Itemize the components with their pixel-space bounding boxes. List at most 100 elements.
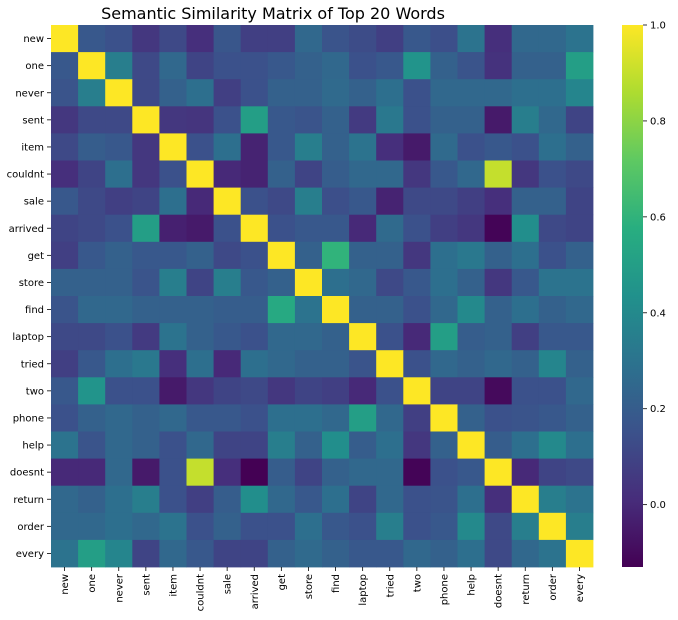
heatmap-cell-laptop-never	[105, 323, 133, 351]
heatmap-cell-arrived-find	[322, 214, 350, 243]
heatmap-cell-sent-one	[78, 106, 106, 134]
heatmap-cell-one-one	[78, 52, 106, 80]
heatmap-cell-get-every	[565, 241, 594, 270]
heatmap-cell-doesnt-one	[78, 458, 106, 487]
x-tick-label: two	[412, 574, 423, 592]
heatmap-cell-one-sale	[213, 52, 242, 80]
heatmap-cell-never-tried	[376, 79, 404, 107]
heatmap-cell-every-one	[78, 539, 106, 568]
heatmap-cell-find-get	[267, 296, 296, 324]
x-tick-label: get	[277, 574, 288, 591]
heatmap-cell-new-arrived	[240, 25, 269, 53]
heatmap-cell-item-arrived	[240, 133, 269, 161]
heatmap-cell-arrived-doesnt	[484, 214, 513, 243]
heatmap-cell-new-never	[105, 25, 133, 53]
heatmap-cell-two-get	[267, 377, 296, 405]
heatmap-cell-doesnt-sale	[213, 458, 242, 487]
heatmap-cell-get-tried	[376, 241, 404, 270]
heatmap-cell-doesnt-doesnt	[484, 458, 513, 487]
heatmap-cell-tried-two	[403, 350, 431, 378]
colorbar-tick-label: 0.6	[650, 212, 666, 223]
heatmap-cell-new-couldnt	[186, 25, 214, 53]
heatmap-cell-help-item	[159, 431, 187, 459]
heatmap-cell-laptop-doesnt	[484, 323, 513, 351]
heatmap-cell-doesnt-laptop	[349, 458, 377, 487]
heatmap-cell-order-one	[78, 512, 106, 541]
heatmap-cell-get-sent	[132, 241, 160, 270]
heatmap-cell-store-tried	[376, 268, 404, 297]
heatmap-cell-order-arrived	[240, 512, 269, 541]
heatmap-cell-order-doesnt	[484, 512, 513, 541]
heatmap-cell-item-phone	[430, 133, 458, 161]
heatmap-cell-doesnt-never	[105, 458, 133, 487]
heatmap-cell-find-tried	[376, 296, 404, 324]
heatmap-cell-never-get	[267, 79, 296, 107]
heatmap-cell-phone-two	[403, 404, 431, 432]
heatmap-cell-order-sent	[132, 512, 160, 541]
x-tick-label: tried	[385, 574, 396, 597]
heatmap-cell-one-tried	[376, 52, 404, 80]
heatmap-cell-two-couldnt	[186, 377, 214, 405]
heatmap-cell-tried-every	[565, 350, 594, 378]
heatmap-cell-item-every	[565, 133, 594, 161]
heatmap-cell-item-new	[51, 133, 79, 161]
heatmap-cell-order-laptop	[349, 512, 377, 541]
heatmap-cell-order-every	[565, 512, 594, 541]
heatmap-cell-get-laptop	[349, 241, 377, 270]
heatmap-cell-one-new	[51, 52, 79, 80]
heatmap-cell-help-laptop	[349, 431, 377, 459]
heatmap-cell-find-laptop	[349, 296, 377, 324]
heatmap-cell-couldnt-store	[294, 160, 323, 188]
heatmap-cell-order-couldnt	[186, 512, 214, 541]
heatmap-cell-new-phone	[430, 25, 458, 53]
heatmap-cell-one-couldnt	[186, 52, 214, 80]
heatmap-cell-sent-arrived	[240, 106, 269, 134]
heatmap-cell-item-order	[538, 133, 567, 161]
x-tick-label: doesnt	[494, 574, 505, 608]
heatmap-cell-sale-doesnt	[484, 187, 513, 216]
heatmap-cell-store-new	[51, 268, 79, 297]
heatmap-cell-get-store	[294, 241, 323, 270]
heatmap-cell-two-help	[457, 377, 485, 405]
x-tick-label: every	[575, 574, 586, 602]
x-tick-label: sent	[141, 574, 152, 596]
heatmap-cell-one-help	[457, 52, 485, 80]
y-tick-label: one	[25, 61, 44, 72]
heatmap-cell-order-get	[267, 512, 296, 541]
heatmap-cell-item-store	[294, 133, 323, 161]
heatmap-cell-laptop-laptop	[349, 323, 377, 351]
heatmap-cell-never-order	[538, 79, 567, 107]
heatmap-cell-return-doesnt	[484, 485, 513, 514]
heatmap-cell-couldnt-find	[322, 160, 350, 188]
heatmap-cell-doesnt-couldnt	[186, 458, 214, 487]
heatmap-cell-get-arrived	[240, 241, 269, 270]
heatmap-cell-phone-sale	[213, 404, 242, 432]
heatmap-cell-help-new	[51, 431, 79, 459]
heatmap-cell-arrived-never	[105, 214, 133, 243]
heatmap-cell-store-never	[105, 268, 133, 297]
heatmap-cell-doesnt-store	[294, 458, 323, 487]
heatmap-cell-laptop-item	[159, 323, 187, 351]
heatmap-cell-couldnt-sale	[213, 160, 242, 188]
heatmap-cell-phone-one	[78, 404, 106, 432]
heatmap-cell-never-doesnt	[484, 79, 513, 107]
heatmap-cell-sale-get	[267, 187, 296, 216]
y-tick-label: store	[19, 278, 44, 289]
heatmap-cell-phone-every	[565, 404, 594, 432]
heatmap-cell-return-phone	[430, 485, 458, 514]
heatmap-cell-return-couldnt	[186, 485, 214, 514]
heatmap-cell-every-sale	[213, 539, 242, 568]
heatmap-cell-order-help	[457, 512, 485, 541]
heatmap-cell-sent-couldnt	[186, 106, 214, 134]
heatmap-cell-one-arrived	[240, 52, 269, 80]
heatmap-cell-item-never	[105, 133, 133, 161]
heatmap-cell-sent-item	[159, 106, 187, 134]
heatmap-cell-tried-doesnt	[484, 350, 513, 378]
heatmap-cell-tried-sale	[213, 350, 242, 378]
x-tick-label: arrived	[250, 574, 261, 609]
heatmap-cell-couldnt-return	[511, 160, 540, 188]
y-tick-label: sent	[22, 115, 44, 126]
heatmap-cell-one-never	[105, 52, 133, 80]
heatmap-cell-doesnt-help	[457, 458, 485, 487]
heatmap-cell-phone-store	[294, 404, 323, 432]
